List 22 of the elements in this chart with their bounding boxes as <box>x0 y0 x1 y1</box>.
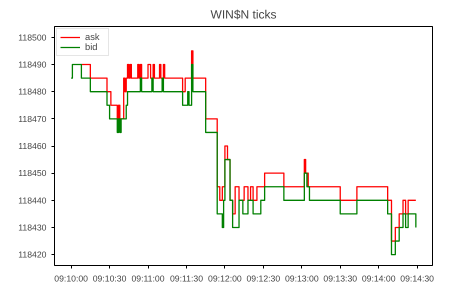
x-tick-label: 09:10:30 <box>92 274 127 284</box>
x-tick-label: 09:12:00 <box>208 274 242 284</box>
y-tick-label: 118420 <box>18 250 47 260</box>
x-tick-label: 09:11:30 <box>170 274 204 284</box>
x-tick-label: 09:12:30 <box>246 274 280 284</box>
x-tick-label: 09:14:00 <box>362 274 396 284</box>
x-tick-label: 09:11:00 <box>131 274 165 284</box>
x-tick-label: 09:13:00 <box>284 274 319 284</box>
legend-label: ask <box>85 32 101 42</box>
y-tick-label: 118460 <box>18 141 47 151</box>
y-tick-label: 118430 <box>18 222 47 232</box>
y-tick-label: 118470 <box>18 114 47 124</box>
x-tick-label: 09:13:30 <box>323 274 358 284</box>
y-tick-label: 118440 <box>18 195 47 206</box>
y-tick-label: 118500 <box>18 32 47 42</box>
chart-title: WIN$N ticks <box>210 8 276 22</box>
y-tick-label: 118450 <box>18 168 47 178</box>
x-tick-label: 09:14:30 <box>400 274 434 284</box>
x-tick-label: 09:10:00 <box>54 274 88 284</box>
y-tick-label: 118490 <box>18 60 47 70</box>
y-tick-label: 118480 <box>18 86 47 97</box>
legend-label: bid <box>85 42 98 52</box>
